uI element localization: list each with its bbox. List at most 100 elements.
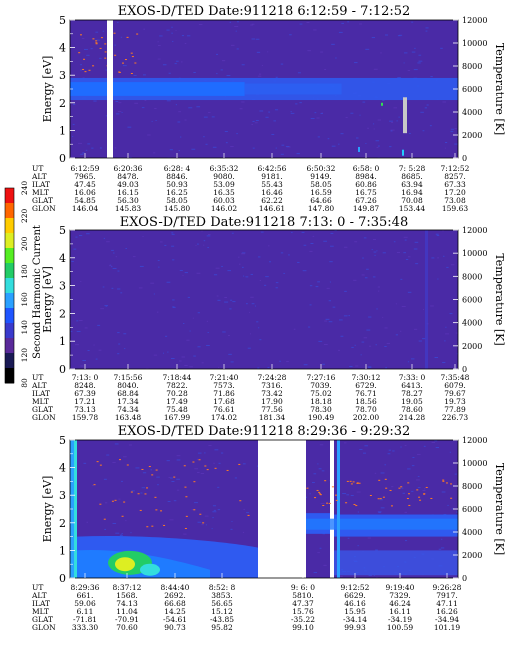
spectrum-speck <box>288 254 290 256</box>
ephemeris-value: -71.81 <box>73 615 97 624</box>
spectrum-speck <box>238 263 241 265</box>
ephemeris-value: 174.02 <box>211 413 237 422</box>
spectrum-speck <box>79 319 83 321</box>
high-energy-speck <box>389 489 392 491</box>
y-tick-label: 3 <box>59 69 66 82</box>
ephemeris-value: 333.30 <box>72 623 98 632</box>
ephemeris-value: 78.70 <box>355 405 377 414</box>
spectrum-speck <box>218 366 220 368</box>
ephemeris-value: 145.80 <box>164 204 190 213</box>
high-energy-speck <box>126 36 129 38</box>
spectrum-speck <box>111 249 114 251</box>
ephemeris-row-label: GLON <box>32 623 56 632</box>
ephemeris-value: 11.04 <box>116 607 138 616</box>
spectrum-speck <box>236 21 239 23</box>
ephemeris-value: 8685. <box>401 172 422 181</box>
spectrum-speck <box>403 252 406 254</box>
spectrum-speck <box>362 257 364 259</box>
spectrum-speck <box>73 248 77 250</box>
spectrum-speck <box>395 303 397 305</box>
colorbar-segment <box>5 293 14 309</box>
spectrum-speck <box>177 121 181 123</box>
ephemeris-value: 54.85 <box>74 196 96 205</box>
ephemeris-value: 9: 6: 0 <box>291 583 315 592</box>
high-energy-speck <box>346 480 349 482</box>
high-energy-speck <box>99 464 102 466</box>
spectrum-speck <box>258 327 260 329</box>
spectrum-speck <box>286 361 289 363</box>
spectrum-speck <box>167 351 169 353</box>
ephemeris-value: 7:18:44 <box>163 373 192 382</box>
ephemeris-value: 7:15:56 <box>114 373 143 382</box>
spectrum-speck <box>207 332 209 334</box>
spectrum-speck <box>251 123 254 125</box>
spectrum-speck <box>441 491 446 493</box>
ephemeris-value: 6:12:59 <box>71 164 100 173</box>
spectrum-speck <box>183 323 185 325</box>
data-gap <box>107 20 113 158</box>
ephemeris-value: 8:44:40 <box>161 583 190 592</box>
intense-flux-region <box>115 557 135 572</box>
ephemeris-value: 66.68 <box>164 599 186 608</box>
spectrum-speck <box>102 30 105 32</box>
spectrum-speck <box>203 240 206 242</box>
spectrum-speck <box>257 367 260 369</box>
ephemeris-value: 7965. <box>74 172 95 181</box>
spectrum-speck <box>280 153 284 155</box>
spectrum-speck <box>132 256 136 258</box>
spectrum-speck <box>131 490 135 492</box>
spectrum-speck <box>74 344 79 346</box>
spectrum-speck <box>254 122 258 124</box>
ephemeris-value: 149.87 <box>353 204 379 213</box>
spectrum-speck <box>380 52 382 54</box>
ephemeris-value: 47.45 <box>74 180 96 189</box>
spectrum-speck <box>119 534 123 536</box>
spectrum-speck <box>120 480 123 482</box>
spectrum-speck <box>373 574 375 576</box>
high-energy-speck <box>450 497 453 499</box>
spectrum-speck <box>372 239 377 241</box>
high-energy-speck <box>137 493 140 495</box>
spectrum-speck <box>323 240 328 242</box>
spectrum-speck <box>393 241 396 243</box>
high-energy-speck <box>183 465 186 467</box>
high-energy-speck <box>88 69 91 71</box>
spectrum-speck <box>400 446 402 448</box>
high-energy-speck <box>382 496 385 498</box>
spectrum-speck <box>147 134 151 136</box>
spectrum-speck <box>197 471 200 473</box>
spectrum-speck <box>215 267 220 269</box>
spectrum-speck <box>204 452 206 454</box>
spectrum-speck <box>373 68 378 70</box>
spectrum-speck <box>437 257 440 259</box>
spectrum-speck <box>205 143 208 145</box>
ephemeris-value: 53.09 <box>213 180 235 189</box>
spectrum-speck <box>181 356 185 358</box>
ephemeris-value: 7316. <box>261 381 282 390</box>
spectrum-speck <box>200 473 205 475</box>
spectrum-speck <box>158 266 160 268</box>
high-energy-speck <box>352 481 355 483</box>
spectrum-speck <box>293 328 296 330</box>
spectrum-speck <box>407 361 410 363</box>
ephemeris-value: 7039. <box>310 381 331 390</box>
spectrum-speck <box>449 313 453 315</box>
ephemeris-value: 15.12 <box>211 607 233 616</box>
ephemeris-value: 77.56 <box>261 405 283 414</box>
ephemeris-value: 77.89 <box>444 405 466 414</box>
spectrum-speck <box>326 287 330 289</box>
spectrum-speck <box>323 343 328 345</box>
y-tick-label: 0 <box>59 152 66 165</box>
high-energy-speck <box>324 480 327 482</box>
ephemeris-value: 49.03 <box>117 180 139 189</box>
spectrum-speck <box>143 28 146 30</box>
ephemeris-value: 55.43 <box>261 180 283 189</box>
high-energy-speck <box>408 504 411 506</box>
high-energy-speck <box>130 52 133 54</box>
spectrum-speck <box>224 301 229 303</box>
spectrum-speck <box>172 306 175 308</box>
ephemeris-value: 202.00 <box>353 413 379 422</box>
ephemeris-value: 99.93 <box>344 623 366 632</box>
spectrum-speck <box>376 576 378 578</box>
spectrum-speck <box>189 330 191 332</box>
